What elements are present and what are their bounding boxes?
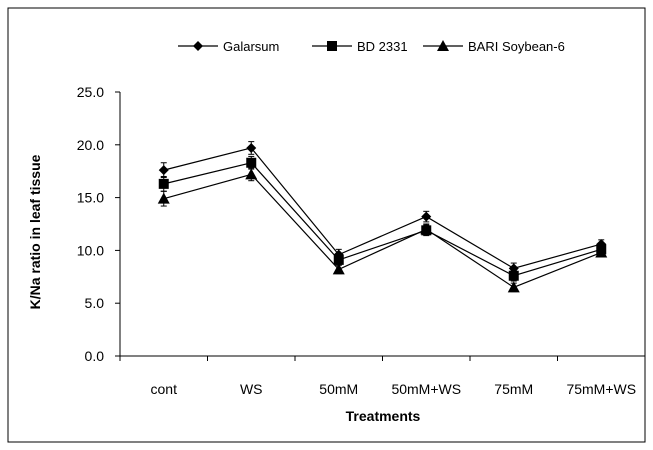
data-point (507, 281, 520, 293)
data-point (246, 142, 257, 153)
data-point (595, 246, 608, 258)
axes: 0.0 5.0 10.0 15.0 20.0 25.0 cont WS 50mM 50mM+WS 7… (77, 84, 646, 397)
legend-label: BARI Soybean-6 (468, 39, 565, 54)
data-point (246, 157, 257, 168)
x-tick-label: 50mM (319, 381, 358, 397)
series-bari-soybean-6 (157, 167, 608, 293)
legend-item: Galarsum (178, 39, 279, 54)
x-tick-label: cont (151, 381, 178, 397)
x-tick-label: 75mM (494, 381, 533, 397)
legend-marker (437, 40, 449, 51)
data-point (421, 211, 432, 222)
data-point (158, 178, 169, 189)
chart-border (7, 7, 646, 443)
x-tick-label: 50mM+WS (391, 381, 461, 397)
legend: Galarsum BD 2331 BARI Soybean-6 (178, 39, 565, 54)
y-tick-label: 5.0 (85, 295, 105, 311)
y-tick-label: 15.0 (77, 190, 104, 206)
series-galarsum (158, 141, 607, 275)
data-point (508, 270, 519, 281)
legend-label: BD 2331 (357, 39, 408, 54)
y-tick-label: 25.0 (77, 84, 104, 100)
legend-label: Galarsum (223, 39, 279, 54)
series-line (163, 147, 602, 269)
legend-marker (327, 41, 337, 51)
data-point (333, 254, 344, 265)
x-tick-label: 75mM+WS (566, 381, 636, 397)
data-point (157, 192, 170, 204)
data-point (158, 165, 169, 176)
data-point (245, 168, 258, 180)
series-line (163, 162, 602, 277)
series-bd-2331 (158, 155, 607, 282)
y-axis-title: K/Na ratio in leaf tissue (27, 154, 43, 309)
data-point (420, 223, 433, 235)
data-point (332, 263, 345, 275)
y-tick-label: 10.0 (77, 242, 104, 258)
legend-item: BD 2331 (312, 39, 408, 54)
series-line (163, 173, 602, 289)
series-layer (157, 141, 608, 293)
y-tick-label: 20.0 (77, 137, 104, 153)
y-tick-label: 0.0 (85, 348, 105, 364)
legend-marker (193, 41, 203, 51)
legend-item: BARI Soybean-6 (423, 39, 565, 54)
x-tick-label: WS (240, 381, 263, 397)
x-axis-title: Treatments (346, 408, 421, 424)
